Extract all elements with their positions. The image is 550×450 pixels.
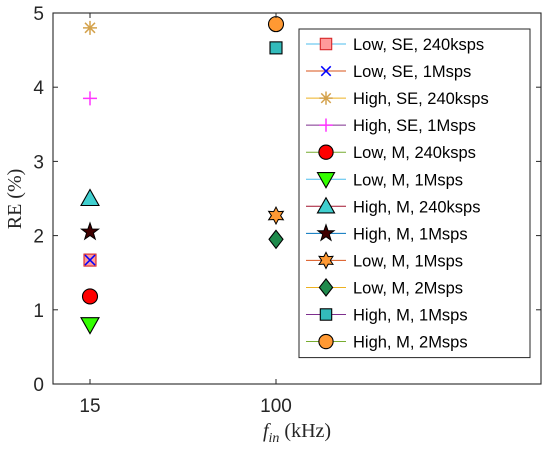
legend-marker-1 — [319, 37, 333, 51]
legend-label-5: Low, M, 240ksps — [353, 144, 476, 162]
legend-label-1: Low, SE, 240ksps — [353, 36, 484, 54]
legend-marker-10 — [318, 278, 334, 297]
data-point-8 — [79, 221, 101, 241]
y-tick-label-2: 2 — [33, 227, 44, 248]
legend-marker-11 — [319, 308, 333, 321]
data-point-10 — [268, 229, 284, 250]
plot-frame — [52, 12, 542, 385]
y-tick-label-5: 5 — [33, 4, 44, 25]
legend-marker-5 — [318, 144, 334, 160]
legend-marker-6 — [316, 172, 336, 189]
x-axis-title: fin (kHz) — [263, 420, 331, 446]
axes: 0 1 2 3 4 5 15 100 — [33, 4, 542, 417]
legend-label-12: High, M, 2Msps — [353, 334, 468, 352]
legend-marker-12 — [318, 333, 334, 350]
data-point-12 — [267, 16, 285, 33]
legend-label-10: Low, M, 2Msps — [353, 279, 463, 297]
y-tick-label-3: 3 — [33, 152, 44, 173]
y-tick-label-4: 4 — [33, 78, 44, 99]
data-point-7 — [80, 188, 100, 207]
x-tick-label-15: 15 — [79, 396, 100, 417]
data-point-4 — [83, 91, 97, 106]
data-points — [79, 16, 285, 335]
data-point-9 — [267, 205, 285, 226]
x-tick-label-100: 100 — [260, 396, 292, 417]
legend-marker-9 — [318, 251, 334, 270]
data-point-2 — [84, 254, 96, 266]
legend-marker-7 — [316, 196, 336, 214]
legend-label-2: Low, SE, 1Msps — [353, 63, 471, 81]
legend-label-8: High, M, 1Msps — [353, 225, 468, 243]
legend-marker-3 — [319, 91, 333, 105]
legend-label-11: High, M, 1Msps — [353, 307, 468, 325]
legend-label-6: Low, M, 1Msps — [353, 171, 463, 189]
legend: Low, SE, 240ksps Low, SE, 1Msps High, SE, … — [298, 28, 531, 359]
data-point-3 — [83, 20, 97, 35]
legend-label-4: High, SE, 1Msps — [353, 117, 476, 135]
y-axis-title: RE (%) — [4, 169, 26, 230]
legend-label-7: High, M, 240ksps — [353, 198, 480, 216]
legend-label-9: Low, M, 1Msps — [353, 252, 463, 270]
legend-marker-4 — [319, 118, 333, 132]
y-tick-label-1: 1 — [33, 301, 44, 322]
y-tick-label-0: 0 — [33, 375, 44, 396]
legend-marker-8 — [316, 223, 336, 242]
data-point-5 — [81, 288, 99, 305]
legend-box — [298, 28, 531, 359]
legend-marker-2 — [320, 65, 332, 77]
legend-label-3: High, SE, 240ksps — [353, 90, 489, 108]
data-point-11 — [269, 41, 283, 55]
data-point-6 — [80, 317, 100, 335]
